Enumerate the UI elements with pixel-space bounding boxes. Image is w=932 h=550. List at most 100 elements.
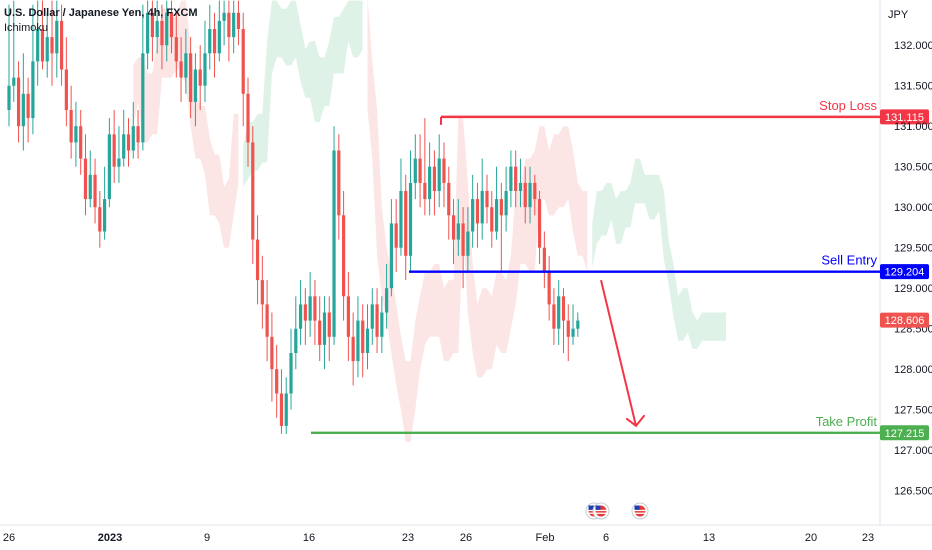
candle-body	[380, 312, 384, 337]
x-tick-label: 2023	[98, 532, 122, 544]
price-axis: JPY126.500127.000127.500128.000128.50012…	[888, 9, 932, 498]
candle-body	[389, 223, 393, 289]
candle	[169, 0, 174, 54]
candle	[375, 288, 379, 353]
x-tick-label: 26	[460, 532, 472, 544]
candle-body	[45, 37, 49, 62]
candle-body	[284, 393, 288, 426]
candle	[55, 0, 59, 78]
candle	[79, 110, 83, 175]
candle	[103, 166, 107, 240]
candle-body	[428, 166, 432, 200]
x-tick-label: 9	[204, 532, 210, 544]
candle	[389, 199, 393, 297]
level-name: Stop Loss	[819, 98, 877, 113]
candle	[251, 126, 255, 264]
candle	[542, 231, 546, 289]
candle-body	[480, 191, 484, 224]
candle-body	[342, 215, 346, 297]
candle-body	[217, 20, 221, 54]
candle	[141, 4, 145, 151]
y-tick-label: 127.000	[894, 445, 932, 457]
candle-body	[337, 150, 341, 216]
candle-body	[160, 20, 164, 46]
candle	[69, 85, 73, 159]
candle-body	[150, 12, 154, 38]
candle-body	[131, 126, 135, 151]
candle-body	[490, 207, 494, 232]
candle	[308, 272, 312, 337]
candle-body	[552, 304, 556, 329]
candle-body	[141, 53, 145, 143]
candle-body	[7, 85, 11, 110]
symbol-title[interactable]: U.S. Dollar / Japanese Yen, 4h, FXCM	[4, 7, 198, 19]
level-name: Sell Entry	[821, 253, 877, 268]
ichimoku-cloud	[133, 0, 726, 443]
candle-body	[179, 61, 183, 78]
candle	[83, 134, 88, 216]
candlesticks	[7, 0, 580, 434]
economic-event-us-flag-icon	[631, 502, 649, 520]
economic-event-us-flag-icon	[592, 502, 610, 520]
candle-body	[251, 142, 255, 240]
candle-body	[356, 320, 360, 362]
candle	[36, 0, 40, 86]
candle	[122, 110, 126, 167]
candle	[98, 191, 102, 248]
candle	[342, 191, 346, 321]
candle	[255, 215, 260, 305]
candle-body	[31, 61, 35, 119]
candle-body	[313, 296, 317, 321]
candle	[146, 0, 150, 70]
candle	[184, 29, 188, 94]
candle	[480, 158, 484, 240]
candle	[428, 142, 432, 216]
candle-body	[16, 77, 21, 127]
candle	[456, 199, 460, 256]
candle	[399, 158, 403, 256]
candle-body	[270, 336, 274, 370]
candle-body	[456, 223, 460, 240]
y-tick-label: 131.000	[894, 121, 932, 133]
candle	[499, 182, 503, 272]
candle-body	[146, 12, 150, 54]
candle	[413, 134, 417, 200]
candle-body	[40, 29, 45, 62]
candle	[275, 344, 279, 418]
candle-body	[236, 12, 241, 30]
candle	[203, 20, 207, 102]
candle-body	[198, 69, 202, 86]
candle-body	[112, 134, 116, 167]
candle-body	[69, 110, 73, 143]
candle	[313, 280, 317, 345]
candle	[394, 199, 398, 272]
candle	[451, 199, 456, 264]
indicator-label[interactable]: Ichimoku	[4, 22, 49, 34]
candle-body	[408, 182, 413, 256]
candle	[447, 166, 451, 240]
x-tick-label: 23	[862, 532, 874, 544]
candle-body	[174, 37, 178, 62]
cloud-bearish-segment	[133, 0, 239, 248]
candle-body	[537, 199, 542, 248]
level-price-tag	[880, 425, 929, 441]
candle-body	[370, 304, 374, 329]
cloud-bullish-segment	[243, 0, 363, 187]
candle	[74, 101, 78, 167]
candle-body	[36, 29, 40, 62]
candle	[557, 280, 561, 345]
candle	[236, 0, 241, 46]
candle-body	[107, 134, 111, 200]
candle	[88, 150, 92, 208]
candle	[189, 37, 193, 119]
candle-body	[122, 134, 126, 159]
candle-body	[279, 393, 284, 426]
candle-body	[12, 77, 16, 86]
candle-body	[466, 231, 470, 256]
candle	[303, 288, 307, 345]
current-price-tag: 128.606	[880, 312, 929, 328]
candle	[31, 4, 35, 135]
candle	[380, 296, 384, 353]
